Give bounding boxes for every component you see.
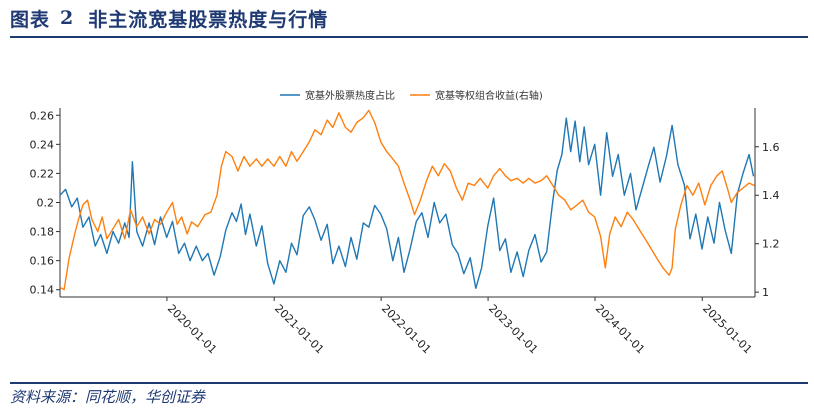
y-left-tick-label: 0.16 (30, 255, 55, 268)
x-tick-label: 2022-01-01 (379, 302, 433, 356)
y-right-tick-label: 1.2 (762, 238, 780, 251)
source-note: 资料来源：同花顺，华创证券 (10, 388, 206, 406)
x-tick-label: 2024-01-01 (593, 302, 647, 356)
x-ticks: 2020-01-01 2021-01-01 2022-01-01 2023-01-01… (165, 297, 755, 356)
equal-weight-return-line (59, 109, 755, 291)
x-tick-label: 2021-01-01 (272, 302, 326, 356)
figure-header: 图表 2 非主流宽基股票热度与行情 (10, 4, 328, 32)
chart: 宽基外股票热度占比 宽基等权组合收益(右轴) 0.140.160.180.20.… (30, 89, 780, 356)
legend-label-heat: 宽基外股票热度占比 (305, 89, 395, 102)
figure-label: 图表 (10, 8, 51, 31)
y-left-tick-label: 0.26 (30, 109, 55, 122)
y-right-tick-label: 1.6 (762, 141, 780, 154)
y-left-tick-label: 0.24 (30, 138, 55, 151)
right-ticks: 1 1.2 1.4 1.6 (755, 141, 780, 299)
left-ticks: 0.14 0.16 0.18 0.2 0.22 0.24 0.26 (30, 109, 60, 297)
y-left-tick-label: 0.18 (30, 226, 55, 239)
footer-rule (10, 382, 808, 384)
legend-label-return: 宽基等权组合收益(右轴) (435, 89, 543, 102)
x-tick-label: 2025-01-01 (700, 302, 754, 356)
y-right-tick-label: 1 (762, 286, 769, 299)
y-left-tick-label: 0.14 (30, 284, 55, 297)
x-tick-label: 2023-01-01 (486, 302, 540, 356)
y-left-tick-label: 0.22 (30, 167, 55, 180)
figure-number: 2 (60, 7, 75, 29)
figure-title: 非主流宽基股票热度与行情 (88, 8, 329, 31)
series (59, 109, 755, 291)
x-tick-label: 2020-01-01 (165, 302, 219, 356)
heat-share-line (59, 117, 755, 290)
y-left-tick-label: 0.2 (37, 197, 55, 210)
legend: 宽基外股票热度占比 宽基等权组合收益(右轴) (280, 89, 543, 102)
y-right-tick-label: 1.4 (762, 189, 780, 202)
header-rule (10, 36, 808, 38)
